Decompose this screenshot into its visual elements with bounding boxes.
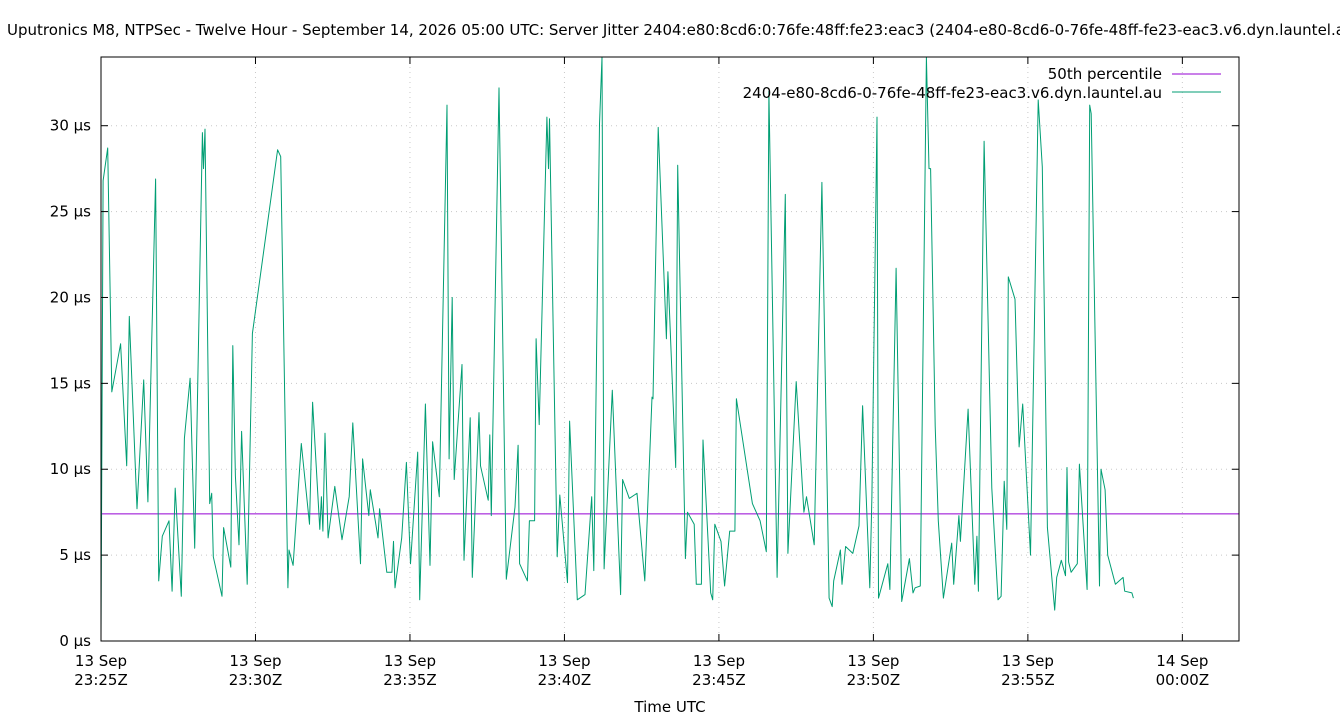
x-tick-label-time: 23:35Z [383, 671, 437, 689]
x-tick-label-time: 23:45Z [692, 671, 746, 689]
x-tick-label-time: 00:00Z [1156, 671, 1210, 689]
x-tick-label-date: 13 Sep [229, 652, 281, 670]
y-tick-label: 25 µs [50, 203, 91, 221]
x-tick-label-time: 23:55Z [1001, 671, 1055, 689]
series-group [100, 56, 1239, 636]
y-tick-label: 30 µs [50, 117, 91, 135]
y-tick-label: 5 µs [59, 546, 91, 564]
x-tick-label-date: 13 Sep [384, 652, 436, 670]
y-tick-label: 15 µs [50, 374, 91, 392]
x-tick-label-time: 23:40Z [538, 671, 592, 689]
chart-title: Uputronics M8, NTPSec - Twelve Hour - Se… [7, 21, 1340, 39]
legend-label-server: 2404-e80-8cd6-0-76fe-48ff-fe23-eac3.v6.d… [743, 84, 1162, 102]
y-tick-label: 20 µs [50, 288, 91, 306]
y-axis: 0 µs 5 µs 10 µs 15 µs 20 µs 25 µs 30 µs [50, 117, 1239, 650]
x-tick-label-date: 13 Sep [1002, 652, 1054, 670]
x-tick-label-date: 13 Sep [693, 652, 745, 670]
x-axis-label: Time UTC [633, 698, 705, 716]
x-tick-label-time: 23:50Z [847, 671, 901, 689]
legend: 50th percentile 2404-e80-8cd6-0-76fe-48f… [743, 65, 1221, 102]
y-tick-label: 10 µs [50, 460, 91, 478]
x-tick-label-date: 13 Sep [75, 652, 127, 670]
x-tick-label-date: 13 Sep [847, 652, 899, 670]
x-tick-label-date: 13 Sep [538, 652, 590, 670]
series-server-jitter-line [100, 56, 1134, 636]
legend-label-50th-percentile: 50th percentile [1048, 65, 1162, 83]
x-tick-label-date: 14 Sep [1156, 652, 1208, 670]
x-tick-label-time: 23:25Z [74, 671, 128, 689]
x-tick-label-time: 23:30Z [229, 671, 283, 689]
y-tick-label: 0 µs [59, 632, 91, 650]
plot-frame [100, 56, 1240, 642]
